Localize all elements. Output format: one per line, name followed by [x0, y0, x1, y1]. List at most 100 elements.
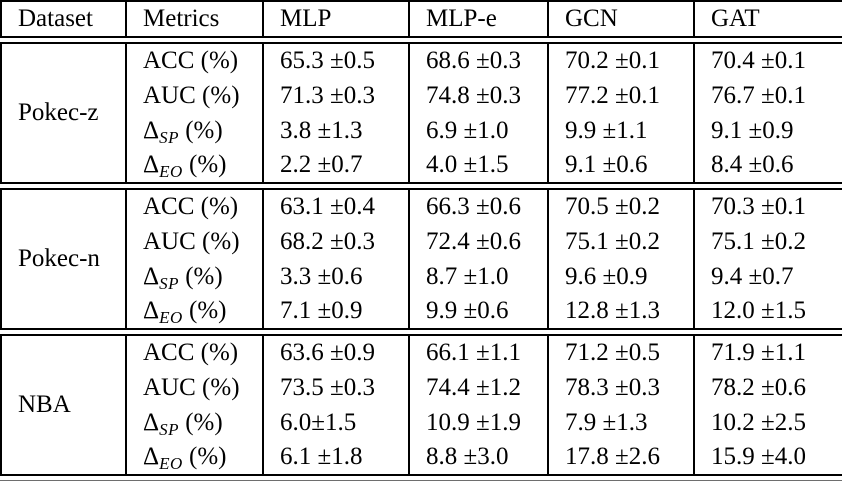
metric-base: Δ: [143, 116, 160, 144]
metric-base: AUC: [143, 81, 196, 109]
metric-base: ACC: [143, 193, 195, 220]
value-cell: 4.0 ±1.5: [408, 148, 548, 183]
column-header-dataset: Dataset: [18, 5, 93, 32]
table-row: ΔEO (%) 2.2 ±0.7 4.0 ±1.5 9.1 ±0.6 8.4 ±…: [1, 148, 842, 183]
table-header: Dataset Metrics MLP MLP-e GCN GAT: [0, 0, 842, 38]
column-header-gcn: GCN: [547, 1, 694, 37]
value-cell: 7.9 ±1.3: [547, 405, 694, 440]
table-row: AUC (%) 71.3 ±0.3 74.8 ±0.3 77.2 ±0.1 76…: [1, 78, 842, 113]
metric-base: AUC: [143, 227, 196, 255]
table-row: ΔSP (%) 6.0±1.5 10.9 ±1.9 7.9 ±1.3 10.2 …: [1, 405, 842, 440]
table-row: Pokec-n ACC (%) 63.1 ±0.4 66.3 ±0.6 70.5…: [1, 189, 842, 272]
metric-unit: (%): [182, 151, 227, 178]
value-cell: 76.7 ±0.1: [693, 78, 842, 113]
table-row: AUC (%) 73.5 ±0.3 74.4 ±1.2 78.3 ±0.3 78…: [1, 370, 842, 405]
value-cell: 15.9 ±4.0: [693, 440, 842, 475]
value-cell: 70.4 ±0.1: [693, 43, 842, 78]
column-header-metrics: Metrics: [125, 1, 263, 37]
dataset-block-pokec-n: Pokec-n ACC (%) 63.1 ±0.4 66.3 ±0.6 70.5…: [0, 188, 842, 330]
metric-subscript: EO: [159, 308, 183, 327]
value-cell: 72.4 ±0.6: [408, 224, 548, 259]
value-cell: 75.1 ±0.2: [693, 224, 842, 259]
dataset-block-pokec-z: Pokec-z ACC (%) 65.3 ±0.5 68.6 ±0.3 70.2…: [0, 42, 842, 184]
value-cell: 63.1 ±0.4: [262, 189, 409, 224]
metric-unit: (%): [178, 408, 223, 436]
value-cell: 10.2 ±2.5: [693, 405, 842, 440]
value-cell: 71.9 ±1.1: [693, 335, 842, 370]
metric-label: ΔEO (%): [125, 148, 263, 183]
value-cell: 66.3 ±0.6: [408, 189, 548, 224]
table-row: Pokec-z ACC (%) 65.3 ±0.5 68.6 ±0.3 70.2…: [1, 43, 842, 126]
value-cell: 2.2 ±0.7: [262, 148, 409, 183]
metric-label: AUC (%): [125, 224, 263, 259]
column-header-mlp: MLP: [262, 1, 409, 37]
metric-base: AUC: [143, 373, 196, 401]
column-header-gat: GAT: [693, 1, 842, 37]
metric-unit: (%): [195, 227, 240, 255]
header-row: Dataset Metrics MLP MLP-e GCN GAT: [1, 1, 842, 37]
value-cell: 6.0±1.5: [262, 405, 409, 440]
value-cell: 12.0 ±1.5: [693, 294, 842, 329]
table-row: ΔSP (%) 3.3 ±0.6 8.7 ±1.0 9.6 ±0.9 9.4 ±…: [1, 259, 842, 294]
value-cell: 8.7 ±1.0: [408, 259, 548, 294]
value-cell: 6.9 ±1.0: [408, 113, 548, 148]
value-cell: 68.2 ±0.3: [262, 224, 409, 259]
metric-label: ΔEO (%): [125, 294, 263, 329]
value-cell: 78.3 ±0.3: [547, 370, 694, 405]
value-cell: 73.5 ±0.3: [262, 370, 409, 405]
value-cell: 9.1 ±0.6: [547, 148, 694, 183]
value-cell: 9.1 ±0.9: [693, 113, 842, 148]
metric-unit: (%): [194, 47, 239, 74]
value-cell: 9.6 ±0.9: [547, 259, 694, 294]
value-cell: 74.8 ±0.3: [408, 78, 548, 113]
metric-unit: (%): [182, 297, 227, 324]
metric-unit: (%): [194, 193, 239, 220]
metric-label: ACC (%): [125, 43, 263, 78]
value-cell: 68.6 ±0.3: [408, 43, 548, 78]
value-cell: 7.1 ±0.9: [262, 294, 409, 329]
metric-unit: (%): [195, 81, 240, 109]
value-cell: 77.2 ±0.1: [547, 78, 694, 113]
metric-label: ACC (%): [125, 189, 263, 224]
value-cell: 8.8 ±3.0: [408, 440, 548, 475]
metric-base: Δ: [143, 151, 160, 178]
metric-subscript: EO: [159, 162, 183, 181]
metric-unit: (%): [178, 262, 223, 290]
metric-unit: (%): [194, 339, 239, 366]
value-cell: 70.5 ±0.2: [547, 189, 694, 224]
metric-base: Δ: [143, 297, 160, 324]
value-cell: 70.2 ±0.1: [547, 43, 694, 78]
dataset-label: Pokec-z: [18, 99, 99, 126]
value-cell: 12.8 ±1.3: [547, 294, 694, 329]
value-cell: 74.4 ±1.2: [408, 370, 548, 405]
value-cell: 66.1 ±1.1: [408, 335, 548, 370]
dataset-label: NBA: [18, 391, 71, 418]
value-cell: 3.8 ±1.3: [262, 113, 409, 148]
metric-label: AUC (%): [125, 78, 263, 113]
metric-label: ΔEO (%): [125, 440, 263, 475]
metric-unit: (%): [178, 116, 223, 144]
metric-subscript: SP: [159, 127, 179, 147]
dataset-block-nba: NBA ACC (%) 63.6 ±0.9 66.1 ±1.1 71.2 ±0.…: [0, 334, 842, 476]
value-cell: 75.1 ±0.2: [547, 224, 694, 259]
metric-base: Δ: [143, 408, 160, 436]
metric-unit: (%): [182, 443, 227, 470]
metric-base: Δ: [143, 262, 160, 290]
metric-subscript: SP: [159, 419, 179, 439]
metric-unit: (%): [195, 373, 240, 401]
table-row: NBA ACC (%) 63.6 ±0.9 66.1 ±1.1 71.2 ±0.…: [1, 335, 842, 418]
metric-subscript: EO: [159, 454, 183, 473]
metric-label: AUC (%): [125, 370, 263, 405]
metric-label: ΔSP (%): [125, 113, 263, 148]
metric-base: Δ: [143, 443, 160, 470]
value-cell: 9.9 ±0.6: [408, 294, 548, 329]
value-cell: 71.2 ±0.5: [547, 335, 694, 370]
value-cell: 9.9 ±1.1: [547, 113, 694, 148]
metric-base: ACC: [143, 47, 195, 74]
bottom-rule: [0, 480, 842, 481]
value-cell: 65.3 ±0.5: [262, 43, 409, 78]
value-cell: 63.6 ±0.9: [262, 335, 409, 370]
value-cell: 71.3 ±0.3: [262, 78, 409, 113]
table-row: AUC (%) 68.2 ±0.3 72.4 ±0.6 75.1 ±0.2 75…: [1, 224, 842, 259]
